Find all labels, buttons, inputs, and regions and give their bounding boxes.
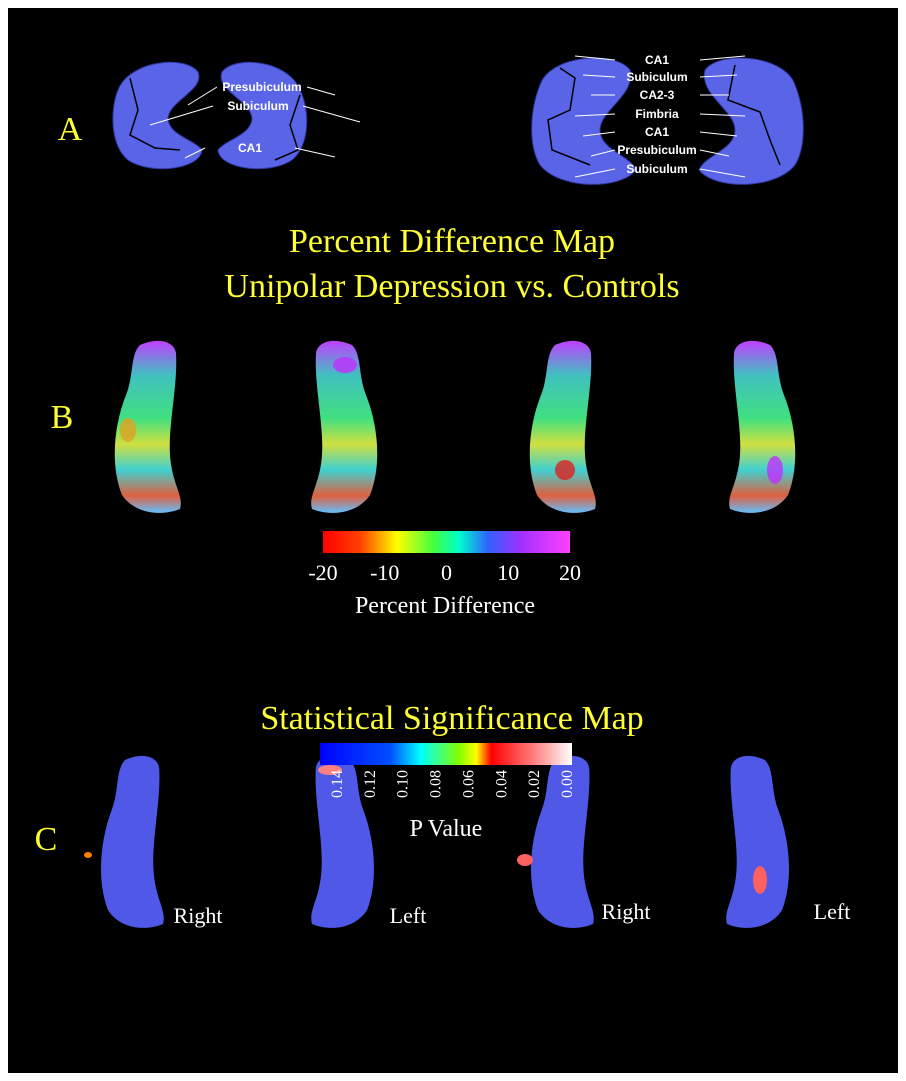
hippocampus-significance: [84, 755, 789, 928]
view-label: Right: [174, 903, 223, 928]
leader-line: [302, 105, 361, 123]
leader-line: [699, 168, 746, 178]
title: Unipolar Depression vs. Controls: [224, 268, 679, 305]
colorbar-tick-label: 0.00: [559, 770, 576, 798]
structure-label: Subiculum: [227, 99, 288, 113]
leader-lines: [149, 55, 746, 178]
panel-letter: C: [35, 821, 58, 858]
colorbar-tick-label: 0.04: [493, 770, 510, 798]
panel-letter: B: [51, 399, 74, 436]
colorbar-label: P Value: [410, 816, 483, 842]
view-label: Left: [390, 903, 427, 928]
colorbar-tick-label: 20: [559, 560, 581, 585]
colorbar-tick-label: 10: [497, 560, 519, 585]
leader-line: [590, 149, 616, 157]
colorbar-tick-label: -20: [308, 560, 337, 585]
leader-line: [582, 131, 616, 137]
structure-label: Presubiculum: [617, 143, 696, 157]
structure-label: Subiculum: [626, 162, 687, 176]
colorbar-label: Percent Difference: [355, 593, 535, 619]
leader-line: [582, 74, 616, 78]
title: Statistical Significance Map: [260, 700, 643, 737]
panel-letter: A: [58, 111, 83, 148]
structure-label: Presubiculum: [222, 80, 301, 94]
leader-line: [149, 105, 214, 126]
colorbar-tick-label: 0: [441, 560, 452, 585]
hippocampus-percent-difference: [114, 340, 796, 513]
structure-label: Subiculum: [626, 70, 687, 84]
leader-line: [699, 131, 738, 137]
view-label: Left: [814, 899, 851, 924]
leader-line: [294, 147, 336, 158]
colorbar-percent: [323, 531, 570, 553]
leader-line: [699, 149, 730, 157]
structure-label: CA1: [238, 141, 262, 155]
structure-label: CA2-3: [640, 88, 675, 102]
leader-line: [574, 55, 616, 61]
colorbar-tick-label: 0.12: [362, 770, 379, 798]
colorbar-tick-label: 0.10: [395, 770, 412, 798]
title: Percent Difference Map: [289, 223, 615, 260]
leader-line: [306, 86, 336, 96]
leader-line: [699, 74, 738, 78]
leader-line: [699, 55, 746, 61]
subfield-boundaries: [129, 64, 781, 166]
colorbar-tick-label: 0.08: [428, 770, 445, 798]
colorbar-tick-label: 0.06: [460, 770, 477, 798]
structure-label: Fimbria: [635, 107, 679, 121]
leader-line: [699, 113, 746, 117]
colorbar-tick-label: 0.14: [329, 770, 346, 798]
colorbar-tick-label: -10: [370, 560, 399, 585]
structure-label: CA1: [645, 125, 669, 139]
leader-line: [574, 113, 616, 117]
colorbar-tick-label: 0.02: [526, 770, 543, 798]
leader-line: [574, 168, 616, 178]
structure-label: CA1: [645, 53, 669, 67]
leader-line: [187, 86, 218, 106]
leader-line: [184, 147, 206, 159]
view-label: Right: [602, 899, 651, 924]
colorbar-pvalue: [320, 743, 572, 765]
